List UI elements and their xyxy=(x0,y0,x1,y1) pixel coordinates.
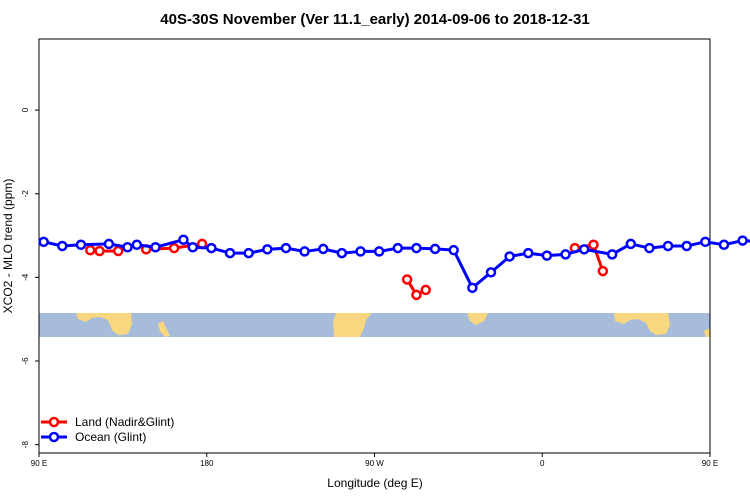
ocean-data-point xyxy=(662,240,674,252)
land-data-point xyxy=(401,274,413,285)
ocean-data-point xyxy=(373,246,385,257)
ocean-data-point xyxy=(578,244,590,255)
ocean-data-point xyxy=(103,238,115,250)
map-land-australia-1 xyxy=(76,313,132,335)
ocean-data-point xyxy=(681,240,692,252)
x-tick-label: 90 E xyxy=(31,459,47,468)
ocean-data-point xyxy=(523,247,534,259)
ocean-data-point xyxy=(411,242,422,254)
ocean-data-point xyxy=(336,247,348,259)
y-axis-label: XCO2 - MLO trend (ppm) xyxy=(1,179,15,314)
ocean-data-point xyxy=(606,249,618,260)
land-data-point xyxy=(411,289,422,301)
land-data-point xyxy=(85,244,96,256)
ocean-data-point xyxy=(392,242,404,254)
x-axis-label: Longitude (deg E) xyxy=(327,476,422,490)
ocean-data-point xyxy=(718,239,730,250)
x-tick-label: 180 xyxy=(200,459,214,468)
ocean-data-point xyxy=(467,282,478,294)
ocean-data-point xyxy=(560,249,571,260)
land-data-point xyxy=(588,239,599,250)
land-data-point xyxy=(168,242,180,254)
ocean-data-point xyxy=(224,247,236,259)
ocean-data-point xyxy=(429,243,441,255)
y-tick-label: 0 xyxy=(21,107,30,112)
ocean-data-point xyxy=(299,246,310,257)
map-strip xyxy=(39,313,710,337)
ocean-data-point xyxy=(150,242,161,253)
ocean-data-point xyxy=(243,247,254,259)
land-data-point xyxy=(94,245,105,257)
ocean-data-point xyxy=(541,250,553,261)
x-tick-label: 90 E xyxy=(702,459,718,468)
ocean-data-point xyxy=(206,242,217,254)
y-axis: 0 -2 -4 -6 -8 xyxy=(21,107,39,448)
ocean-data-point xyxy=(485,267,497,278)
legend-ocean-marker xyxy=(48,431,60,443)
legend-land-label: Land (Nadir&Glint) xyxy=(75,415,174,429)
map-land-nz xyxy=(158,321,170,337)
map-land-edge xyxy=(704,328,710,337)
y-tick-label: -6 xyxy=(21,357,30,365)
ocean-data-point xyxy=(504,251,515,262)
ocean-data-point xyxy=(737,235,748,246)
y-tick-label: -4 xyxy=(21,273,30,281)
legend-ocean-label: Ocean (Glint) xyxy=(75,430,146,444)
ocean-data-point xyxy=(178,234,189,245)
legend-land-marker xyxy=(48,416,60,428)
map-land-australia-2 xyxy=(614,313,670,335)
ocean-data-point xyxy=(262,244,273,255)
x-tick-label: 0 xyxy=(540,459,545,468)
ocean-data-point xyxy=(57,240,68,252)
ocean-data-point xyxy=(122,242,133,253)
x-tick-label: 90 W xyxy=(365,459,384,468)
ocean-data-point xyxy=(280,242,292,254)
y-tick-label: -2 xyxy=(21,190,30,198)
land-data-point xyxy=(112,245,124,257)
ocean-data-point xyxy=(355,246,366,257)
series-layer xyxy=(38,234,750,301)
ocean-series-line xyxy=(43,238,750,290)
ocean-data-point xyxy=(38,236,49,248)
legend: Land (Nadir&Glint) Ocean (Glint) xyxy=(41,415,174,444)
ocean-data-point xyxy=(644,242,655,254)
ocean-data-point xyxy=(448,244,459,256)
ocean-data-point xyxy=(317,243,329,255)
ocean-data-point xyxy=(131,239,143,250)
map-land-south-america xyxy=(333,313,372,337)
land-data-point xyxy=(420,284,432,296)
ocean-data-point xyxy=(625,238,637,250)
ocean-data-point xyxy=(187,242,199,253)
x-axis: 90 E 180 90 W 0 90 E xyxy=(31,453,718,468)
y-tick-label: -8 xyxy=(21,441,30,449)
map-land-africa xyxy=(467,313,488,325)
map-ocean xyxy=(39,313,710,337)
land-data-point xyxy=(597,265,609,277)
ocean-data-point xyxy=(700,236,711,248)
ocean-data-point xyxy=(75,239,87,250)
chart-title: 40S-30S November (Ver 11.1_early) 2014-0… xyxy=(160,11,589,28)
